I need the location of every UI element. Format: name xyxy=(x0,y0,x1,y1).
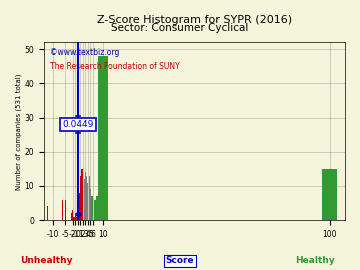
Text: Score: Score xyxy=(166,256,194,265)
Bar xyxy=(94,200,95,220)
Text: Unhealthy: Unhealthy xyxy=(21,256,73,265)
Bar xyxy=(98,196,99,220)
Text: The Research Foundation of SUNY: The Research Foundation of SUNY xyxy=(50,62,180,71)
Bar xyxy=(89,176,90,220)
Bar xyxy=(86,176,87,220)
Bar xyxy=(96,196,97,220)
Bar xyxy=(100,196,101,220)
Text: ©www.textbiz.org: ©www.textbiz.org xyxy=(50,48,119,57)
Bar xyxy=(90,189,91,220)
Bar xyxy=(73,217,75,220)
Bar xyxy=(91,196,92,220)
Bar xyxy=(64,200,66,220)
Text: 0.0449: 0.0449 xyxy=(63,120,94,129)
Bar xyxy=(84,179,85,220)
Bar xyxy=(87,183,89,220)
Bar xyxy=(71,213,72,220)
Bar xyxy=(93,196,94,220)
Bar xyxy=(80,176,81,220)
Bar xyxy=(62,200,63,220)
Bar xyxy=(47,206,48,220)
Bar xyxy=(78,193,80,220)
Bar xyxy=(101,118,102,220)
Bar xyxy=(72,210,73,220)
Bar xyxy=(77,200,78,220)
Title: Z-Score Histogram for SYPR (2016): Z-Score Histogram for SYPR (2016) xyxy=(97,15,292,25)
Bar xyxy=(98,56,108,220)
Bar xyxy=(76,217,77,220)
Text: Healthy: Healthy xyxy=(295,256,335,265)
Bar xyxy=(75,213,76,220)
Y-axis label: Number of companies (531 total): Number of companies (531 total) xyxy=(15,73,22,190)
Bar xyxy=(81,169,82,220)
Bar xyxy=(85,172,86,220)
Bar xyxy=(322,169,337,220)
Bar xyxy=(95,200,96,220)
Bar xyxy=(82,169,84,220)
Text: Sector: Consumer Cyclical: Sector: Consumer Cyclical xyxy=(111,23,249,33)
Bar xyxy=(99,206,100,220)
